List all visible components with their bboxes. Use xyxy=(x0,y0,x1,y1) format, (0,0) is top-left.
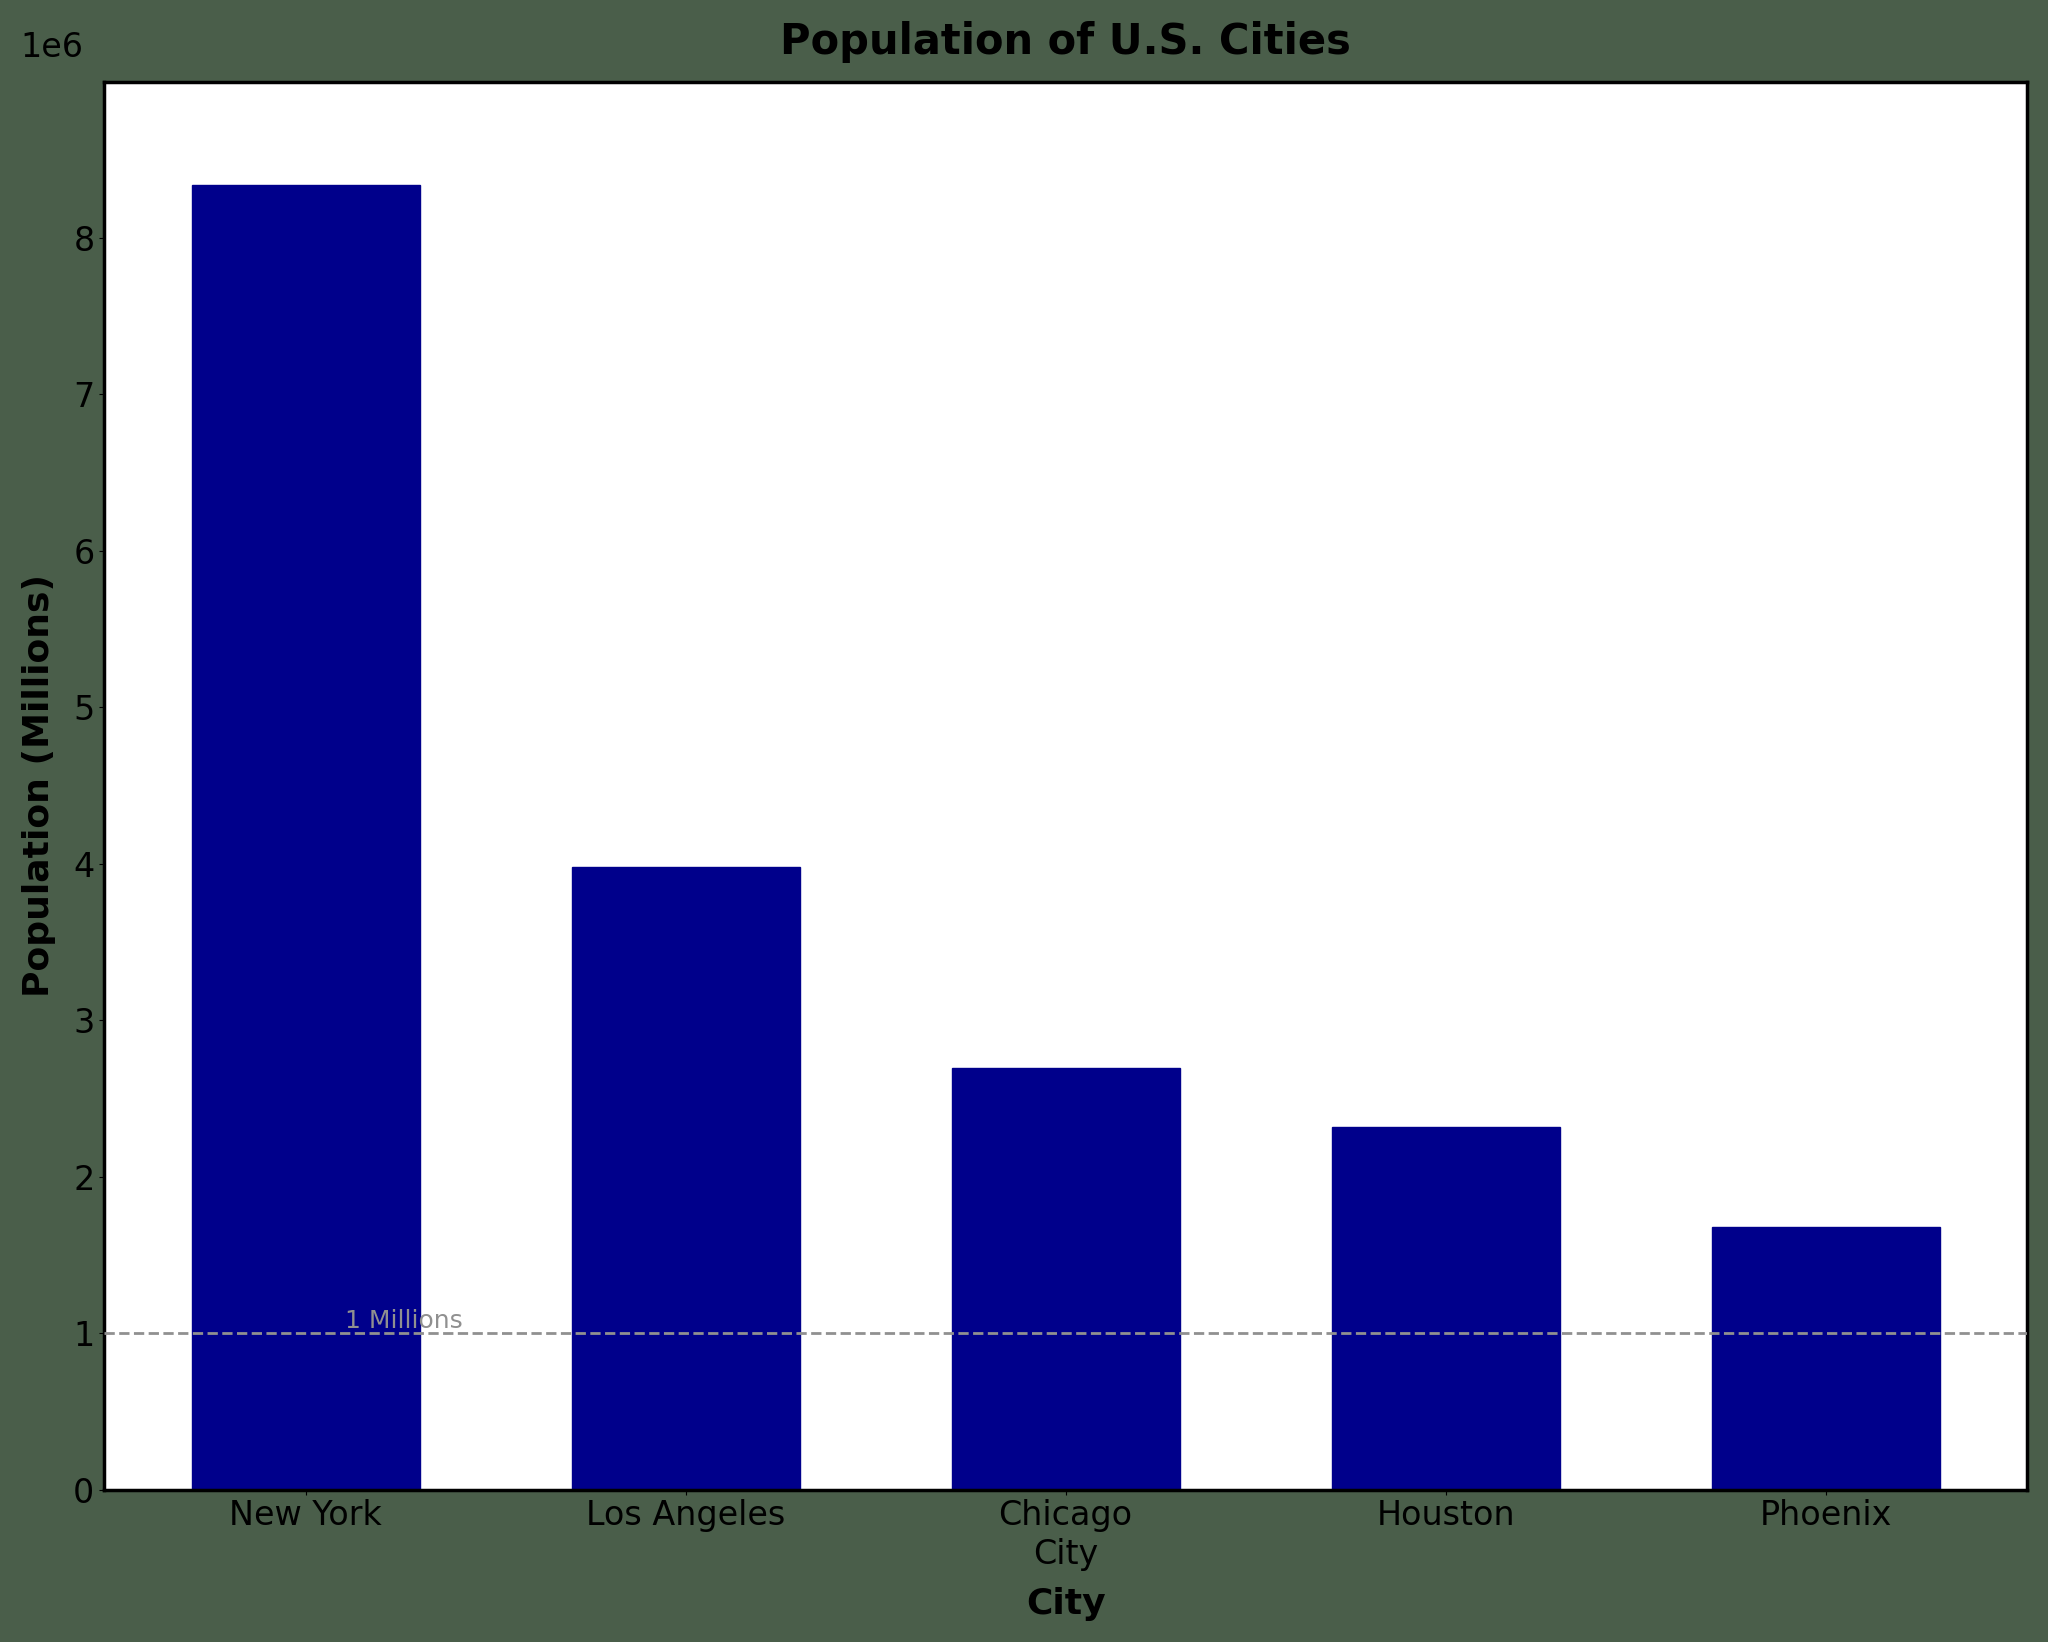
Y-axis label: Population (Millions): Population (Millions) xyxy=(23,575,57,997)
Title: Population of U.S. Cities: Population of U.S. Cities xyxy=(780,21,1352,62)
Text: 1 Millions: 1 Millions xyxy=(344,1309,463,1333)
Bar xyxy=(952,1069,1180,1489)
X-axis label: City: City xyxy=(1026,1588,1106,1621)
Bar xyxy=(571,867,799,1489)
Bar xyxy=(193,186,420,1489)
Text: 1e6: 1e6 xyxy=(20,31,84,64)
Bar xyxy=(1331,1126,1561,1489)
Bar xyxy=(1712,1227,1939,1489)
